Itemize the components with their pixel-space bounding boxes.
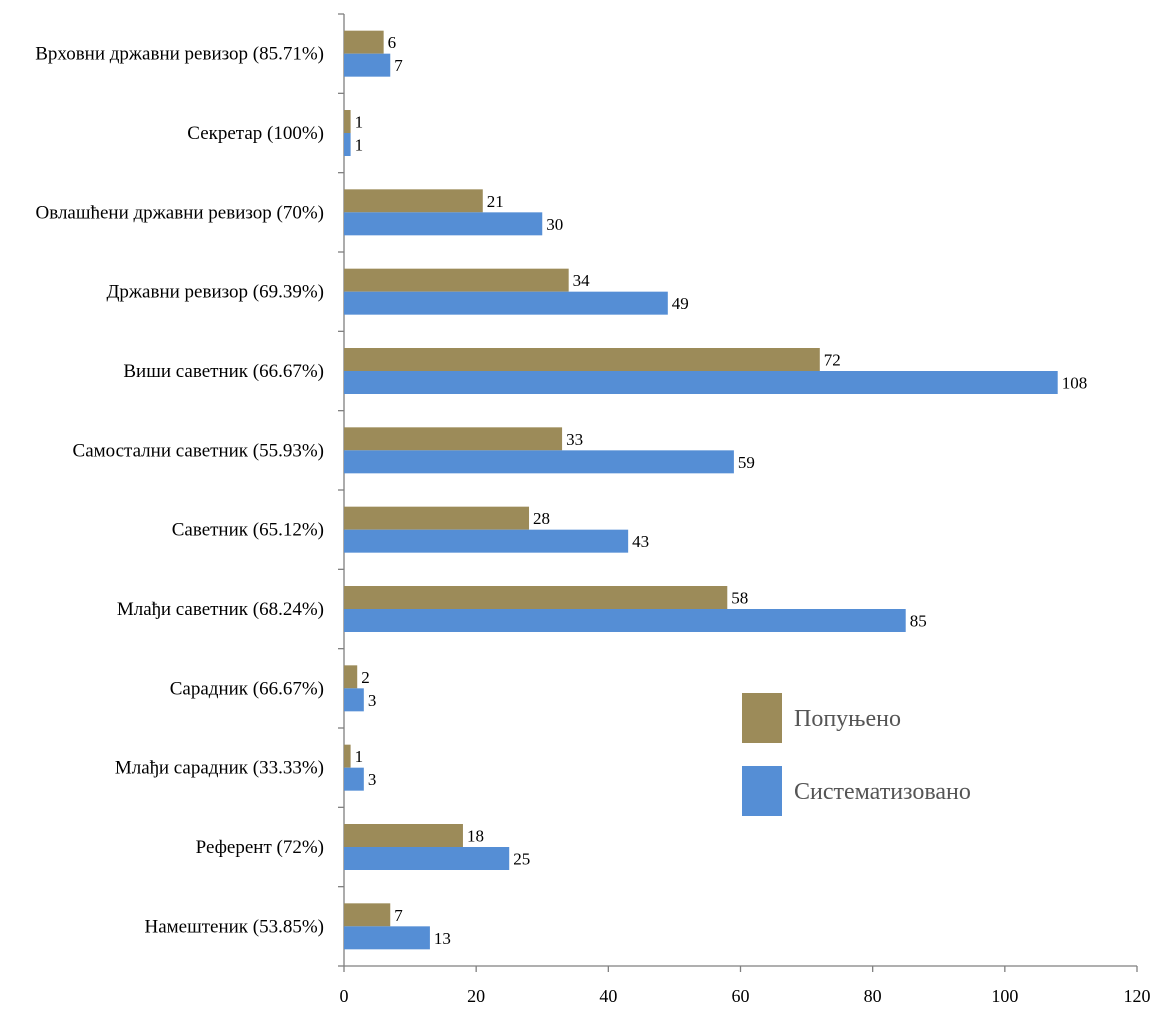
category-label: Намештеник (53.85%) xyxy=(144,916,324,937)
data-label: 33 xyxy=(566,430,583,449)
bar-sistematizovano xyxy=(344,133,351,156)
category-label: Овлашћени државни ревизор (70%) xyxy=(36,202,325,223)
bar-popunjeno xyxy=(344,348,820,371)
x-tick-label: 60 xyxy=(732,986,750,1006)
bar-sistematizovano xyxy=(344,926,430,950)
bar-popunjeno xyxy=(344,586,728,609)
data-label: 43 xyxy=(632,532,649,551)
x-tick-label: 40 xyxy=(599,986,617,1006)
bar-popunjeno xyxy=(344,506,530,530)
data-label: 7 xyxy=(394,906,403,925)
category-label: Саветник (65.12%) xyxy=(172,520,324,541)
category-label: Државни ревизор (69.39%) xyxy=(106,282,324,303)
data-label: 7 xyxy=(394,56,403,75)
bar-popunjeno xyxy=(344,189,483,213)
bar-popunjeno xyxy=(344,268,569,292)
x-tick-label: 80 xyxy=(864,986,882,1006)
data-label: 3 xyxy=(368,691,377,710)
x-tick-label: 120 xyxy=(1124,986,1151,1006)
category-label: Виши саветник (66.67%) xyxy=(123,361,324,382)
bar-sistematizovano xyxy=(344,688,364,712)
bars xyxy=(344,30,1058,950)
data-label: 108 xyxy=(1062,374,1088,393)
legend-swatch xyxy=(742,693,782,743)
bar-popunjeno xyxy=(344,744,351,768)
data-label: 72 xyxy=(824,351,841,370)
bar-popunjeno xyxy=(344,824,463,847)
bar-popunjeno xyxy=(344,30,384,54)
category-label: Секретар (100%) xyxy=(187,123,324,144)
data-label: 21 xyxy=(487,192,504,211)
category-label: Врховни државни ревизор (85.71%) xyxy=(35,44,324,65)
category-label: Референт (72%) xyxy=(196,837,324,858)
bar-popunjeno xyxy=(344,903,391,927)
data-label: 18 xyxy=(467,827,484,846)
data-label: 3 xyxy=(368,770,377,789)
data-label: 1 xyxy=(355,136,364,155)
data-label: 6 xyxy=(388,33,397,52)
category-label: Сарадник (66.67%) xyxy=(170,678,324,699)
data-label: 49 xyxy=(672,294,689,313)
bar-sistematizovano xyxy=(344,212,543,236)
legend: Попуњено Систематизовано xyxy=(742,693,971,816)
bar-popunjeno xyxy=(344,110,351,133)
bar-sistematizovano xyxy=(344,371,1058,394)
data-label: 28 xyxy=(533,509,550,528)
bar-sistematizovano xyxy=(344,847,510,870)
category-label: Самостални саветник (55.93%) xyxy=(73,440,324,461)
data-label: 1 xyxy=(355,113,364,132)
data-label: 58 xyxy=(731,589,748,608)
bar-popunjeno xyxy=(344,427,563,451)
x-tick-label: 20 xyxy=(467,986,485,1006)
data-label: 59 xyxy=(738,453,755,472)
axes xyxy=(338,13,1138,972)
legend-swatch xyxy=(742,766,782,816)
legend-label: Попуњено xyxy=(794,706,901,732)
labels: 0 20 40 60 80 100 120 Врховни државни ревизор (… xyxy=(35,33,1150,1006)
bar-sistematizovano xyxy=(344,291,668,315)
x-tick-label: 100 xyxy=(991,986,1018,1006)
bar-sistematizovano xyxy=(344,529,629,553)
bar-sistematizovano xyxy=(344,53,391,77)
bar-popunjeno xyxy=(344,665,358,689)
data-label: 1 xyxy=(355,747,364,766)
data-label: 13 xyxy=(434,929,451,948)
data-label: 34 xyxy=(573,271,591,290)
bar-sistematizovano xyxy=(344,609,906,632)
category-label: Млађи сарадник (33.33%) xyxy=(115,758,324,779)
x-tick-label: 0 xyxy=(340,986,349,1006)
data-label: 25 xyxy=(513,850,530,869)
bar-sistematizovano xyxy=(344,767,364,791)
category-label: Млађи саветник (68.24%) xyxy=(117,599,324,620)
data-label: 85 xyxy=(910,612,927,631)
legend-label: Систематизовано xyxy=(794,779,971,805)
data-label: 2 xyxy=(361,668,370,687)
bar-sistematizovano xyxy=(344,450,734,474)
data-label: 30 xyxy=(546,215,563,234)
